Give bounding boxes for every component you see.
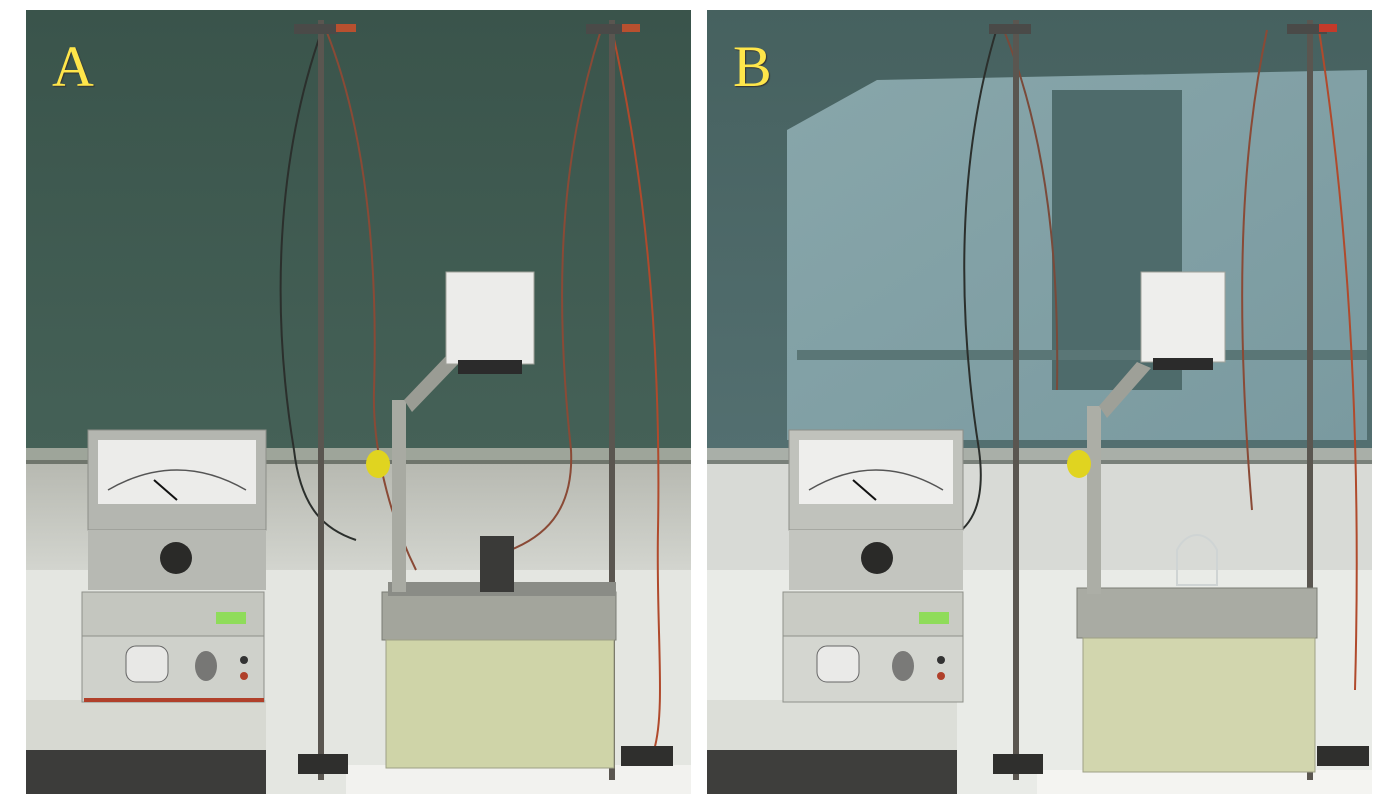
chalkboard (26, 10, 691, 450)
clamp-right (586, 24, 626, 34)
photo-panel-b: B (707, 10, 1372, 794)
stand-rod-right (1307, 20, 1313, 780)
panel-label-a: A (52, 34, 94, 99)
scene-b (707, 10, 1372, 794)
scene-a (26, 10, 691, 794)
overhead-projector (366, 271, 617, 769)
glass-beaker (1176, 534, 1218, 586)
clamp-knob (366, 450, 390, 478)
meter-knob (160, 542, 192, 574)
sample-holder (480, 536, 514, 592)
analog-meter (788, 429, 964, 590)
projector-head (445, 271, 535, 365)
projector-base (385, 639, 615, 769)
meter-needle (153, 479, 178, 501)
panel-label-b: B (733, 34, 772, 99)
power-dial (125, 645, 169, 683)
analog-meter (87, 429, 267, 590)
power-supply (782, 591, 964, 703)
stand-rod-right (609, 20, 615, 780)
overhead-projector (1067, 271, 1318, 773)
stand-rod-left (1013, 20, 1019, 780)
projector-top (381, 591, 617, 641)
stand-base-left (298, 754, 348, 774)
stand-base-right (621, 746, 673, 766)
projector-arm (392, 400, 406, 592)
stand-rod-left (318, 20, 324, 780)
photo-panel-a: A (26, 10, 691, 794)
clamp-left (294, 24, 338, 34)
power-supply (81, 591, 265, 703)
meter-dial (98, 440, 256, 504)
